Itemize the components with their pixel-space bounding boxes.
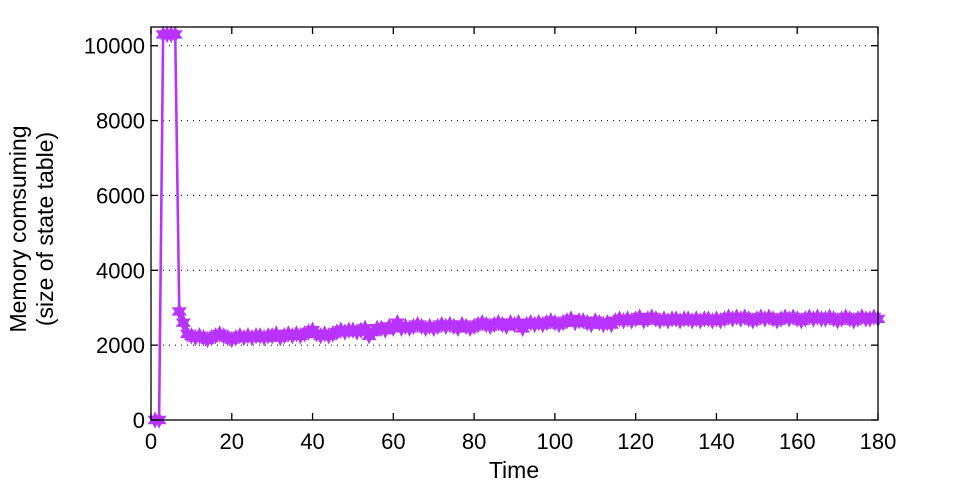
ticks-layer: 0 2000 4000 6000 8000 10000 0 20 40 60 80 100 120 140… — [84, 27, 897, 454]
y-tick-label: 8000 — [96, 109, 145, 134]
x-tick-label: 40 — [300, 429, 324, 454]
y-tick-label: 2000 — [96, 333, 145, 358]
y-tick-label: 6000 — [96, 183, 145, 208]
x-tick-label: 100 — [537, 429, 574, 454]
x-axis-label: Time — [489, 457, 539, 483]
plot-frame — [150, 26, 879, 421]
y-axis-label-line-2: (size of state table) — [32, 132, 58, 326]
y-tick-label: 10000 — [84, 34, 145, 59]
y-tick-label: 4000 — [96, 258, 145, 283]
x-tick-label: 120 — [617, 429, 654, 454]
y-tick-label: 0 — [133, 408, 145, 433]
x-tick-label: 20 — [220, 429, 244, 454]
x-tick-label: 180 — [860, 429, 897, 454]
x-tick-label: 80 — [462, 429, 486, 454]
data-point — [167, 25, 183, 44]
grid-layer — [151, 45, 878, 346]
x-tick-label: 60 — [381, 429, 405, 454]
series-line — [155, 33, 879, 422]
y-axis-label-line-1: Memory comsuming — [5, 125, 31, 332]
x-tick-label: 140 — [698, 429, 735, 454]
x-tick-label: 0 — [145, 429, 157, 454]
x-tick-label: 160 — [779, 429, 816, 454]
series-layer — [147, 25, 886, 429]
